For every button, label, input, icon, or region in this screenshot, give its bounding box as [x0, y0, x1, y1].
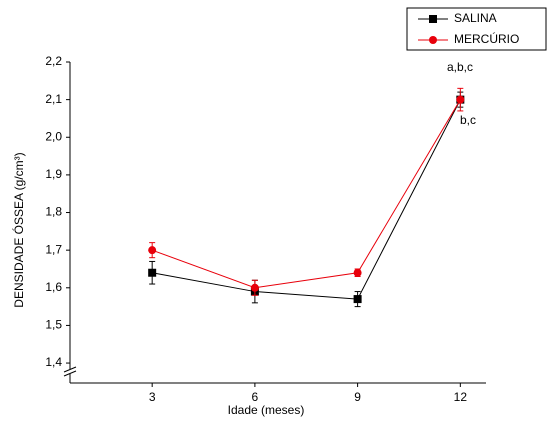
y-tick-label: 1,4 — [45, 355, 62, 369]
y-tick-label: 1,6 — [45, 280, 62, 294]
x-tick-label: 9 — [354, 390, 361, 404]
point — [148, 246, 157, 255]
y-tick-label: 1,7 — [45, 242, 62, 256]
point — [353, 295, 362, 304]
annotation: b,c — [460, 113, 476, 127]
y-tick-label: 1,5 — [45, 318, 62, 332]
legend-label: MERCÚRIO — [454, 31, 519, 46]
axis-break — [63, 370, 77, 377]
annotation: a,b,c — [447, 60, 473, 74]
legend-marker — [429, 15, 437, 23]
series-line — [152, 99, 461, 289]
axis-break — [64, 369, 76, 374]
legend-marker — [429, 36, 437, 44]
y-tick-label: 2,1 — [45, 92, 62, 106]
y-axis-label: DENSIDADE ÓSSEA (g/cm³) — [11, 152, 26, 307]
x-axis-label: Idade (meses) — [228, 403, 305, 417]
series-line — [152, 99, 461, 300]
x-tick-label: 12 — [454, 390, 468, 404]
point — [148, 268, 157, 277]
x-tick-label: 6 — [252, 390, 259, 404]
x-tick-label: 3 — [149, 390, 156, 404]
axis-break — [63, 366, 77, 373]
y-tick-label: 2,0 — [45, 129, 62, 143]
legend-label: SALINA — [454, 11, 497, 25]
y-tick-label: 1,8 — [45, 205, 62, 219]
y-tick-label: 1,9 — [45, 167, 62, 181]
y-tick-label: 2,2 — [45, 54, 62, 68]
point — [353, 268, 362, 277]
point — [250, 283, 259, 292]
point — [456, 95, 465, 104]
